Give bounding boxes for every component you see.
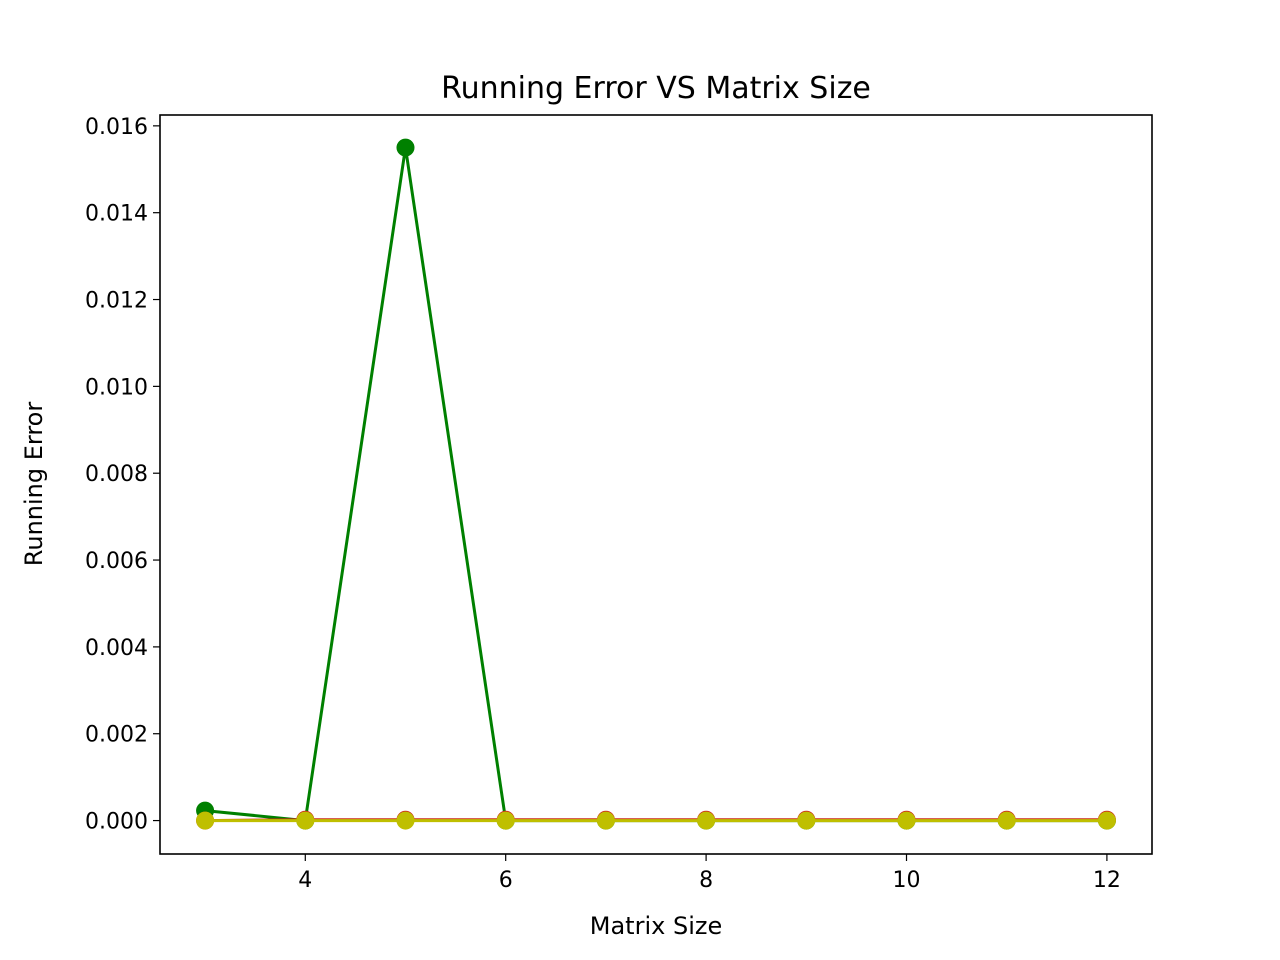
y-tick-label: 0.000: [85, 810, 148, 835]
y-axis-label: Running Error: [20, 402, 48, 567]
chart-title: Running Error VS Matrix Size: [441, 71, 871, 106]
series-layer: [196, 138, 1116, 830]
y-tick-label: 0.008: [85, 462, 148, 487]
series-3: [196, 811, 1116, 830]
series-3-point: [596, 811, 615, 830]
series-3-point: [1097, 811, 1116, 830]
y-tick-label: 0.004: [85, 636, 148, 661]
x-tick-label: 12: [1093, 868, 1121, 893]
series-3-point: [196, 811, 215, 830]
y-tick-label: 0.006: [85, 549, 148, 574]
y-tick-label: 0.012: [85, 289, 148, 314]
series-3-point: [997, 811, 1016, 830]
plot-frame: [159, 114, 1153, 855]
series-3-point: [296, 811, 315, 830]
series-3-point: [797, 811, 816, 830]
series-3-point: [396, 811, 415, 830]
x-tick-label: 8: [699, 868, 713, 893]
x-axis-ticks: 4 6 8 10 12: [298, 854, 1121, 893]
x-tick-label: 6: [499, 868, 513, 893]
x-tick-label: 10: [893, 868, 921, 893]
series-3-point: [897, 811, 916, 830]
x-tick-label: 4: [298, 868, 312, 893]
y-tick-label: 0.002: [85, 723, 148, 748]
series-3-point: [697, 811, 716, 830]
y-tick-label: 0.016: [85, 115, 148, 140]
y-tick-label: 0.010: [85, 375, 148, 400]
series-3-point: [496, 811, 515, 830]
y-tick-label: 0.014: [85, 202, 148, 227]
y-axis-ticks: 0.000 0.002 0.004 0.006 0.008 0.010 0.012 0.014…: [85, 115, 160, 835]
x-axis-label: Matrix Size: [590, 912, 722, 940]
series-1-point: [396, 138, 415, 157]
